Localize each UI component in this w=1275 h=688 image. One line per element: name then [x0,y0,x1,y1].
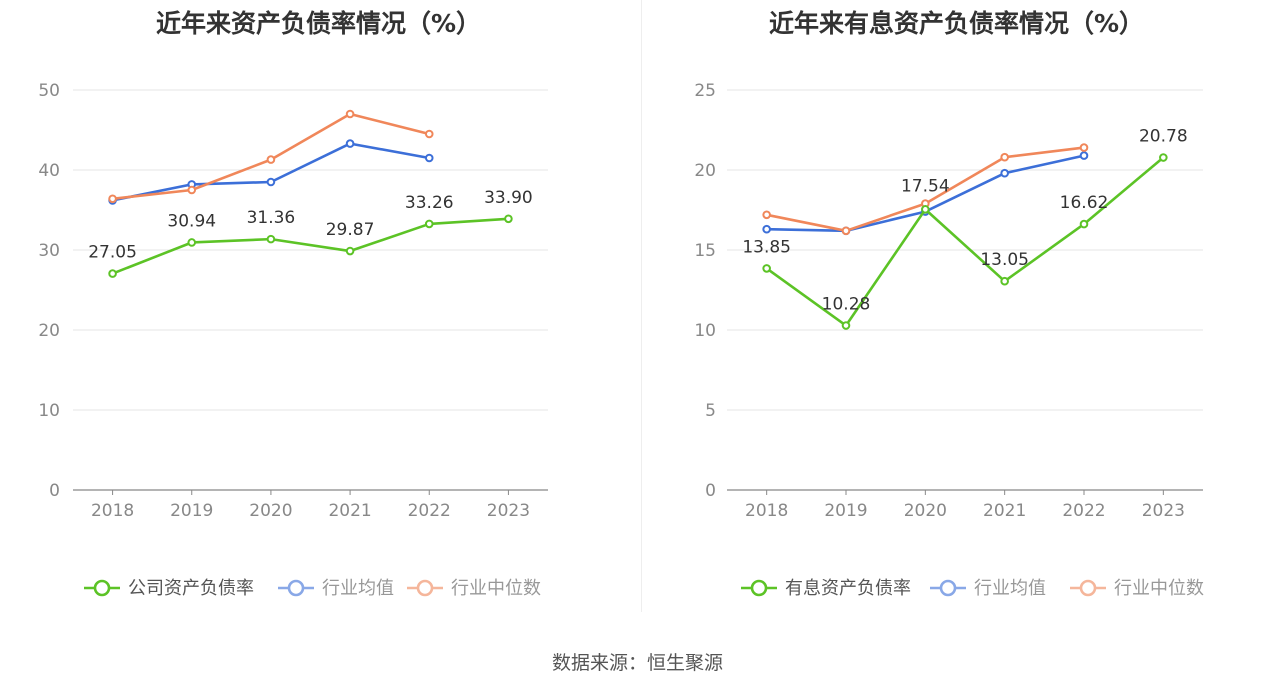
right-data-label: 13.85 [742,237,791,257]
right-point-company[interactable] [762,264,771,273]
right-data-label: 13.05 [980,250,1029,270]
right-point-median[interactable] [762,210,771,220]
left-data-label: 29.87 [326,220,375,240]
left-x-tick-label: 2020 [249,501,292,521]
right-point-avg[interactable] [1000,168,1009,178]
right-chart-title: 近年来有息资产负债率情况（%） [768,9,1145,38]
right-data-label: 20.78 [1139,127,1188,147]
right-point-company[interactable] [1079,219,1089,229]
left-data-label: 30.94 [167,211,216,231]
left-point-median[interactable] [266,155,276,164]
right-x-tick-label: 2022 [1062,501,1105,521]
left-point-company[interactable] [187,238,197,247]
left-y-tick-label: 20 [38,321,60,341]
left-legend-label: 行业中位数 [451,578,541,599]
right-x-tick-label: 2019 [824,501,867,521]
left-chart-svg: 0 10 20 30 40 50 2018 2019 2020 2021 2022 2023 27.05… [38,81,548,599]
left-legend-label: 行业均值 [322,578,394,599]
left-legend-label: 公司资产负债率 [128,578,254,599]
right-x-tick-label: 2021 [983,501,1026,521]
left-x-tick-label: 2023 [487,501,530,521]
right-x-tick-label: 2020 [904,501,947,521]
left-series-line-avg [111,142,431,202]
left-point-median[interactable] [187,185,197,195]
right-series-line-company [765,156,1165,327]
left-y-tick-label: 40 [38,161,60,181]
right-point-avg[interactable] [762,224,771,234]
right-legend-label: 有息资产负债率 [785,578,911,599]
right-legend-label: 行业中位数 [1114,578,1204,599]
right-y-tick-label: 10 [694,321,716,341]
left-point-company[interactable] [345,246,355,256]
right-y-tick-label: 25 [694,81,716,101]
left-point-company[interactable] [424,219,434,229]
right-point-company[interactable] [841,321,851,330]
left-point-median[interactable] [424,129,434,139]
left-series-line-company [111,217,510,275]
right-chart-panel: 近年来有息资产负债率情况（%） 0 5 10 15 20 25 2018 2019 2020 20… [638,0,1275,640]
right-data-label: 17.54 [901,176,950,196]
right-legend-marker-icon [750,579,768,597]
right-y-tick-label: 15 [694,241,716,261]
left-legend-item-company[interactable]: 公司资产负债率 [84,578,254,599]
right-point-median[interactable] [1000,152,1009,162]
right-legend-label: 行业均值 [974,578,1046,599]
right-y-tick-label: 20 [694,161,716,181]
right-point-company[interactable] [921,205,930,214]
left-legend-item-median[interactable]: 行业中位数 [407,578,541,599]
left-x-tick-label: 2019 [170,501,213,521]
right-y-tick-label: 0 [705,481,716,501]
right-data-label: 16.62 [1060,193,1109,213]
right-legend-item-company[interactable]: 有息资产负债率 [741,578,911,599]
right-point-avg[interactable] [1079,151,1089,160]
left-point-company[interactable] [504,214,513,224]
left-x-tick-label: 2021 [328,501,371,521]
right-point-median[interactable] [1079,143,1089,152]
left-point-company[interactable] [266,234,276,244]
right-point-median[interactable] [841,226,851,236]
right-point-company[interactable] [1159,153,1168,162]
left-y-tick-label: 0 [49,481,60,501]
left-data-label: 33.26 [405,193,454,213]
left-y-tick-label: 50 [38,81,60,101]
left-point-avg[interactable] [266,177,276,187]
left-point-avg[interactable] [424,153,434,163]
left-point-median[interactable] [345,109,355,119]
right-legend-item-median[interactable]: 行业中位数 [1070,578,1204,599]
left-chart-panel: 近年来资产负债率情况（%） 0 10 20 30 40 50 2018 2019 2020 202… [0,0,637,640]
left-y-tick-label: 10 [38,401,60,421]
data-source-note: 数据来源：恒生聚源 [551,652,723,674]
left-chart-title: 近年来资产负债率情况（%） [155,9,482,38]
left-point-company[interactable] [108,269,117,278]
left-data-label: 27.05 [88,243,137,263]
right-x-tick-label: 2023 [1142,501,1185,521]
left-legend-item-avg[interactable]: 行业均值 [278,578,394,599]
right-legend-marker-icon [1079,579,1097,597]
right-chart-svg: 0 5 10 15 20 25 2018 2019 2020 2021 2022 2023 13.85 1… [694,81,1204,599]
left-legend-marker-icon [416,579,434,597]
right-x-tick-label: 2018 [745,501,788,521]
left-y-tick-label: 30 [38,241,60,261]
left-point-median[interactable] [108,194,117,204]
left-data-label: 31.36 [247,208,296,228]
right-data-label: 10.28 [822,295,871,315]
left-legend-marker-icon [287,579,305,597]
left-data-label: 33.90 [484,188,533,208]
panel-divider [641,0,642,612]
right-y-tick-label: 5 [705,401,716,421]
right-point-company[interactable] [1000,276,1009,286]
left-legend-marker-icon [93,579,111,597]
left-x-tick-label: 2022 [408,501,451,521]
right-legend-item-avg[interactable]: 行业均值 [930,578,1046,599]
left-point-avg[interactable] [345,139,355,148]
left-x-tick-label: 2018 [91,501,134,521]
right-legend-marker-icon [939,579,957,597]
